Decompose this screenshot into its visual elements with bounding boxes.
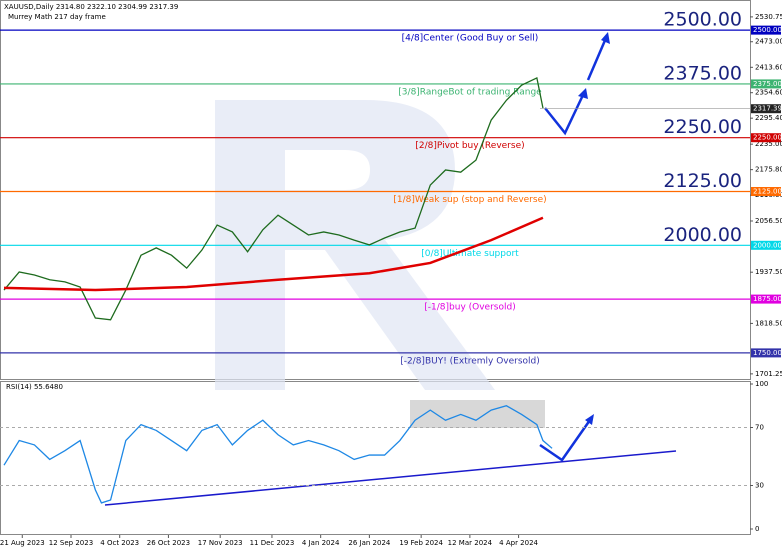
arrow-heads (578, 32, 610, 425)
level-price-label: 1750.00 (753, 349, 782, 357)
level-price-label: 1875.00 (753, 295, 782, 303)
x-tick-label: 19 Feb 2024 (399, 539, 443, 547)
level-price-label: 2500.00 (753, 26, 782, 34)
y-tick-label: 1818.50 (755, 319, 782, 327)
x-tick-label: 21 Aug 2023 (0, 539, 45, 547)
x-tick-label: 12 Mar 2024 (448, 539, 493, 547)
y-tick-label: 70 (755, 424, 764, 432)
symbol-header: XAUUSD,Daily 2314.80 2322.10 2304.99 231… (4, 3, 178, 11)
series-line (3, 216, 544, 292)
level-price-label: 2000.00 (753, 241, 782, 249)
x-tick-label: 17 Nov 2023 (198, 539, 243, 547)
level-price-box (751, 294, 781, 304)
forecast-arrows (539, 37, 608, 462)
level-text: [4/8]Center (Good Buy or Sell) (402, 34, 539, 44)
y-tick-label: 2473.00 (755, 38, 782, 46)
level-big-label: 2000.00 (663, 224, 742, 246)
level-text: [-1/8]buy (Oversold) (424, 303, 515, 313)
rsi-title: RSI(14) 55.6480 (6, 383, 63, 391)
y-tick-label: 0 (755, 525, 759, 533)
level-price-label: 2125.00 (753, 188, 782, 196)
y-tick-label: 2295.40 (755, 114, 782, 122)
last-price-label: 2317.39 (753, 105, 782, 113)
level-price-box (751, 79, 781, 89)
y-tick-label: 30 (755, 482, 764, 490)
x-tick-label: 12 Sep 2023 (49, 539, 93, 547)
last-price-box (751, 104, 781, 114)
level-text: [-2/8]BUY! (Extremly Oversold) (400, 356, 540, 366)
x-tick-label: 26 Jan 2024 (348, 539, 391, 547)
level-price-label: 2375.00 (753, 80, 782, 88)
level-big-label: 2125.00 (663, 170, 742, 192)
level-price-box (751, 240, 781, 250)
level-price-box (751, 25, 781, 35)
level-text: [1/8]Weak sup (stop and Reverse) (393, 195, 546, 205)
x-tick-label: 11 Dec 2023 (250, 539, 295, 547)
level-price-box (751, 187, 781, 197)
level-price-label: 2250.00 (753, 134, 782, 142)
rsi-trendline (104, 450, 677, 506)
y-tick-label: 2235.00 (755, 140, 782, 148)
series-line (3, 76, 544, 321)
x-tick-label: 26 Oct 2023 (147, 539, 190, 547)
level-big-label: 2500.00 (663, 9, 742, 31)
y-tick-label: 100 (755, 380, 768, 388)
y-tick-label: 2413.60 (755, 63, 782, 71)
highlight-box (410, 400, 545, 428)
level-text: [3/8]RangeBot of trading Range (398, 87, 542, 97)
y-tick-label: 1701.25 (755, 370, 782, 378)
level-text: [0/8]Ultimate support (421, 249, 519, 259)
x-tick-label: 4 Jan 2024 (302, 539, 340, 547)
level-big-label: 2375.00 (663, 62, 742, 84)
y-tick-label: 2175.80 (755, 166, 782, 174)
level-text: [2/8]Pivot buy (Reverse) (415, 141, 524, 151)
series-line (3, 405, 553, 504)
y-tick-label: 2354.60 (755, 89, 782, 97)
indicator-name: Murrey Math 217 day frame (8, 13, 106, 21)
y-tick-label: 1937.50 (755, 268, 782, 276)
main-frame (0, 0, 751, 380)
x-tick-label: 4 Apr 2024 (499, 539, 538, 547)
x-tick-label: 4 Oct 2023 (100, 539, 139, 547)
y-tick-label: 2056.50 (755, 217, 782, 225)
y-tick-label: 2530.75 (755, 13, 782, 21)
level-price-box (751, 348, 781, 358)
level-big-label: 2250.00 (663, 116, 742, 138)
level-price-box (751, 133, 781, 143)
rsi-frame (0, 381, 751, 535)
